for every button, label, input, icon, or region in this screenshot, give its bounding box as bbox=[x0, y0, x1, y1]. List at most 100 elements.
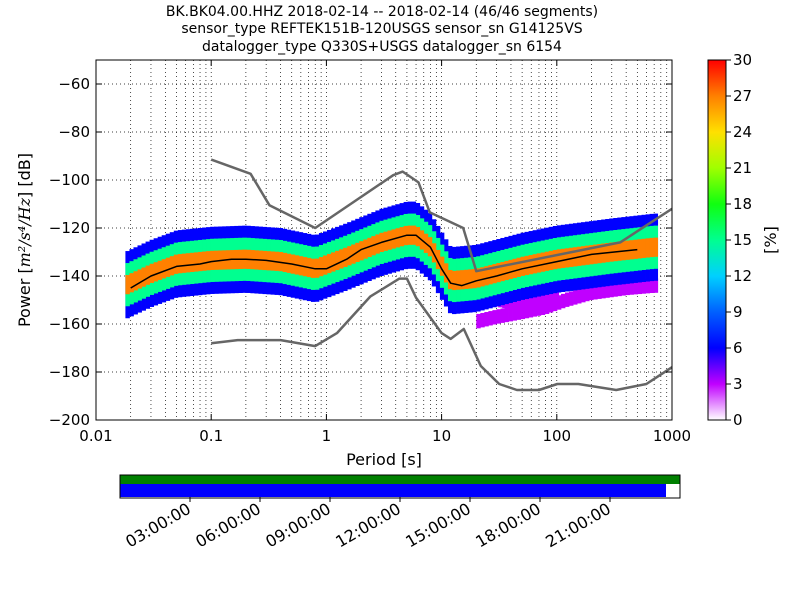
density-cell bbox=[542, 293, 547, 304]
density-cell bbox=[520, 304, 526, 320]
density-cell bbox=[552, 250, 558, 270]
density-cell bbox=[597, 284, 602, 299]
colorbar-ticks: 0 3 6 9 12 15 18 21 24 27 30 bbox=[726, 51, 752, 429]
density-cell bbox=[514, 299, 519, 309]
density-cell bbox=[488, 311, 493, 326]
density-cell bbox=[645, 278, 651, 294]
density-cell bbox=[546, 292, 551, 303]
density-cell bbox=[534, 295, 539, 306]
density-cell bbox=[173, 254, 179, 274]
title-line-3: datalogger_type Q330S+USGS datalogger_sn… bbox=[202, 39, 562, 55]
density-cell bbox=[202, 251, 207, 271]
density-cell bbox=[447, 269, 453, 290]
density-cell bbox=[492, 310, 497, 325]
y-tick-label: −100 bbox=[49, 171, 90, 189]
title-line-1: BK.BK04.00.HHZ 2018-02-14 -- 2018-02-14 … bbox=[166, 4, 598, 20]
density-cell bbox=[476, 313, 481, 329]
y-axis-label-prefix: Power [ bbox=[15, 267, 34, 327]
density-cell bbox=[617, 281, 622, 297]
x-tick-label: 0.01 bbox=[79, 427, 112, 445]
density-cell bbox=[141, 267, 146, 287]
density-cell bbox=[161, 259, 167, 279]
density-cell bbox=[500, 261, 505, 282]
density-cell bbox=[532, 254, 538, 274]
density-cell bbox=[520, 256, 525, 276]
density-cell bbox=[556, 249, 562, 269]
density-cell bbox=[496, 263, 501, 283]
density-cell bbox=[530, 296, 535, 306]
density-cell bbox=[359, 241, 364, 261]
density-cell bbox=[165, 257, 171, 277]
density-cell bbox=[210, 250, 215, 270]
density-cell bbox=[649, 278, 655, 294]
density-cell bbox=[577, 289, 582, 304]
density-cell bbox=[504, 260, 509, 281]
colorbar-tick-label: 12 bbox=[733, 267, 752, 285]
density-cell bbox=[629, 280, 634, 295]
series-mode bbox=[130, 234, 638, 289]
x-axis-label: Period [s] bbox=[346, 450, 422, 469]
density-cell bbox=[129, 273, 134, 293]
time-tick-label: 03:00:00 bbox=[122, 499, 194, 551]
density-cell bbox=[278, 252, 284, 272]
coverage-bar-top bbox=[120, 475, 680, 484]
colorbar-tick-label: 21 bbox=[733, 159, 752, 177]
colorbar-tick-label: 3 bbox=[733, 375, 743, 393]
density-cell bbox=[451, 270, 457, 291]
density-cell bbox=[573, 290, 578, 305]
density-cell bbox=[554, 290, 560, 301]
density-cell bbox=[480, 312, 485, 328]
density-cell bbox=[484, 266, 489, 286]
density-cell bbox=[363, 239, 368, 259]
coverage-bar-bottom bbox=[120, 484, 666, 497]
density-cell bbox=[504, 307, 509, 323]
time-tick-label: 21:00:00 bbox=[542, 499, 614, 551]
density-cell bbox=[625, 280, 630, 296]
density-cell bbox=[435, 249, 441, 270]
y-tick-label: −180 bbox=[49, 363, 90, 381]
density-cell bbox=[508, 306, 513, 322]
density-cell bbox=[464, 269, 469, 289]
time-tick-label: 15:00:00 bbox=[402, 499, 474, 551]
density-cell bbox=[564, 248, 570, 268]
title-line-2: sensor_type REFTEK151B-120USGS sensor_sn… bbox=[181, 21, 582, 37]
x-tick-label: 1 bbox=[322, 427, 332, 445]
plot-frame bbox=[95, 59, 673, 421]
data-coverage-panel: 03:00:0006:00:0009:00:0012:00:0015:00:00… bbox=[119, 474, 681, 551]
density-cell bbox=[581, 287, 586, 303]
density-cell bbox=[506, 299, 511, 310]
density-cell bbox=[492, 264, 497, 284]
density-cell bbox=[456, 270, 461, 290]
density-cell bbox=[556, 295, 562, 310]
axis-ticks: 0.01 0.1 1 10 100 1000 −200 −180 −160 −140 −120 −10… bbox=[49, 60, 691, 445]
density-cell bbox=[540, 252, 546, 272]
density-cell bbox=[125, 275, 130, 295]
density-cell bbox=[484, 312, 489, 327]
time-tick-label: 06:00:00 bbox=[192, 499, 264, 551]
density-cell bbox=[149, 263, 155, 283]
y-tick-label: −120 bbox=[49, 219, 90, 237]
time-tick-label: 09:00:00 bbox=[262, 499, 334, 551]
colorbar-gradient bbox=[707, 59, 727, 421]
time-tick-label: 18:00:00 bbox=[472, 499, 544, 551]
density-cell bbox=[181, 253, 187, 273]
colorbar-tick-label: 9 bbox=[733, 303, 743, 321]
y-tick-label: −80 bbox=[58, 123, 90, 141]
density-cell bbox=[480, 267, 485, 287]
density-cell bbox=[637, 279, 642, 295]
density-cell bbox=[528, 255, 534, 275]
density-cell bbox=[189, 252, 195, 272]
colorbar-tick-label: 30 bbox=[733, 51, 752, 69]
density-cell bbox=[214, 250, 219, 270]
density-cell bbox=[339, 249, 344, 269]
colorbar-tick-label: 18 bbox=[733, 195, 752, 213]
density-cell bbox=[641, 238, 646, 259]
series-noise-model-high bbox=[210, 158, 672, 273]
density-cell bbox=[572, 247, 578, 267]
y-axis-label-suffix: ] [dB] bbox=[15, 153, 34, 198]
x-tick-label: 100 bbox=[542, 427, 571, 445]
density-cell bbox=[548, 298, 554, 313]
density-cell bbox=[145, 265, 150, 285]
density-cell bbox=[560, 293, 566, 309]
colorbar-label: [%] bbox=[761, 226, 780, 254]
